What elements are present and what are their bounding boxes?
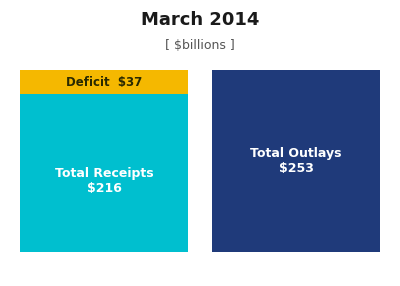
Text: March 2014: March 2014 — [141, 11, 259, 29]
FancyBboxPatch shape — [20, 70, 188, 94]
Text: Total Receipts
$216: Total Receipts $216 — [55, 167, 153, 195]
Text: Deficit  $37: Deficit $37 — [66, 76, 142, 89]
Text: [ $billions ]: [ $billions ] — [165, 39, 235, 52]
Text: Total Outlays
$253: Total Outlays $253 — [250, 147, 342, 175]
FancyBboxPatch shape — [212, 70, 380, 252]
FancyBboxPatch shape — [20, 94, 188, 252]
